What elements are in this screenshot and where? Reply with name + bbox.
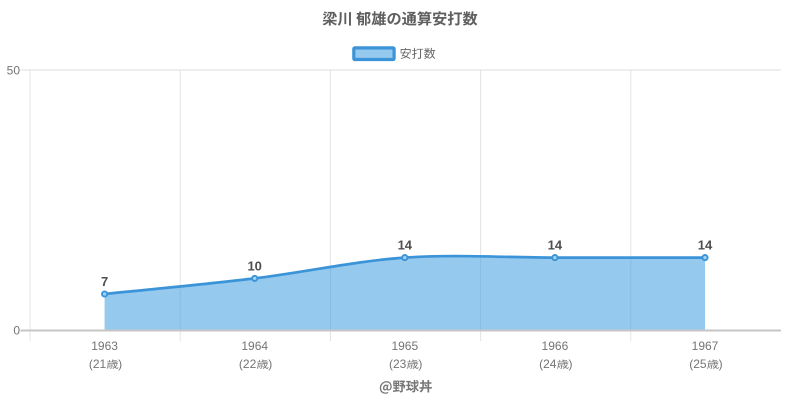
svg-text:(23: (23 <box>389 357 407 371</box>
svg-text:7: 7 <box>101 274 108 289</box>
svg-text:14: 14 <box>398 238 413 253</box>
svg-text:50: 50 <box>7 63 21 77</box>
svg-text:14: 14 <box>548 238 563 253</box>
svg-text:): ) <box>118 357 122 371</box>
svg-text:(22: (22 <box>239 357 257 371</box>
svg-text:): ) <box>268 357 272 371</box>
svg-text:1966: 1966 <box>542 339 569 353</box>
svg-text:): ) <box>568 357 572 371</box>
svg-text:(21: (21 <box>89 357 107 371</box>
svg-text:(24: (24 <box>539 357 557 371</box>
svg-text:1965: 1965 <box>391 339 418 353</box>
svg-text:14: 14 <box>698 238 713 253</box>
svg-text:1964: 1964 <box>241 339 268 353</box>
svg-text:): ) <box>719 357 723 371</box>
svg-text:0: 0 <box>13 324 20 338</box>
svg-text:): ) <box>418 357 422 371</box>
svg-text:1967: 1967 <box>692 339 719 353</box>
svg-text:(25: (25 <box>689 357 707 371</box>
svg-text:10: 10 <box>247 258 261 273</box>
svg-text:1963: 1963 <box>91 339 118 353</box>
